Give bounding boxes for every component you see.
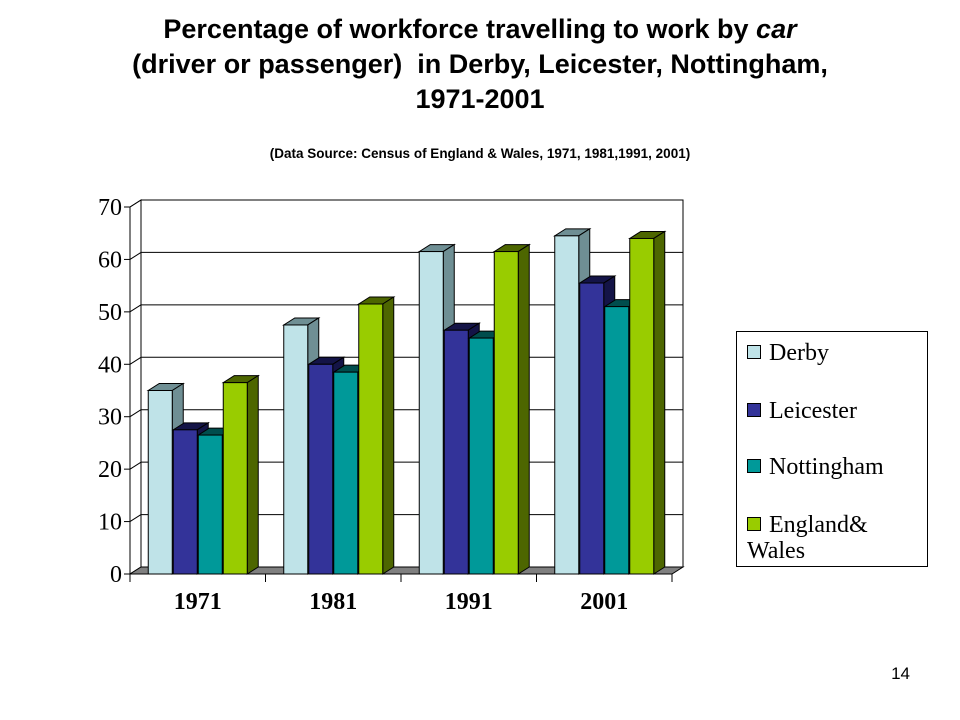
- legend-label: England& Wales: [747, 512, 868, 564]
- slide-number: 14: [891, 664, 910, 683]
- bar: [222, 382, 248, 575]
- y-tick-label: 70: [98, 195, 122, 221]
- bar: [493, 251, 519, 575]
- x-tick-label: 2001: [580, 589, 628, 615]
- bar: [197, 434, 223, 575]
- y-tick-label: 40: [98, 352, 122, 378]
- bar-side: [382, 296, 395, 575]
- bar: [629, 237, 655, 575]
- bar: [468, 337, 494, 575]
- gridline-side: [129, 199, 142, 208]
- bar: [333, 371, 359, 575]
- legend-swatch: [747, 459, 761, 473]
- title-line-1: Percentage of workforce travelling to wo…: [163, 14, 797, 44]
- x-tick-label: 1991: [445, 589, 493, 615]
- y-tick-label: 0: [110, 562, 122, 588]
- bar-side: [246, 374, 259, 575]
- gridline-side: [129, 252, 142, 260]
- x-tick-label: 1981: [309, 589, 357, 615]
- legend-label: Derby: [769, 340, 829, 366]
- gridline-side: [129, 356, 142, 365]
- legend-label: Nottingham: [769, 454, 884, 480]
- bar-side: [517, 243, 530, 575]
- title-line-3: 1971-2001: [415, 84, 545, 114]
- y-tick-label: 60: [98, 247, 122, 273]
- y-tick-label: 30: [98, 405, 122, 431]
- gridline-side: [129, 514, 142, 522]
- bar: [283, 324, 309, 575]
- x-tick-label: 1971: [174, 589, 222, 615]
- bar: [308, 363, 334, 575]
- bar: [172, 429, 198, 575]
- chart-legend: Derby Leicester Nottingham England& Wales: [736, 331, 928, 567]
- gridline-side: [129, 461, 142, 470]
- y-tick-label: 10: [98, 510, 122, 536]
- title-emphasis: car: [756, 14, 797, 44]
- legend-swatch: [747, 403, 761, 417]
- bar: [358, 303, 384, 575]
- y-tick-label: 50: [98, 300, 122, 326]
- bar: [147, 390, 173, 575]
- legend-swatch: [747, 517, 761, 531]
- gridline-side: [129, 409, 142, 418]
- bar: [554, 235, 580, 575]
- bar: [604, 306, 630, 575]
- bar: [418, 251, 444, 575]
- bar-side: [653, 230, 666, 575]
- title-line-2: (driver or passenger) in Derby, Leiceste…: [132, 49, 828, 79]
- legend-swatch: [747, 345, 761, 359]
- bar: [579, 282, 605, 575]
- legend-label: Leicester: [769, 398, 857, 424]
- gridline-side: [129, 304, 142, 313]
- chart-title: Percentage of workforce travelling to wo…: [20, 12, 940, 117]
- bar: [443, 329, 469, 575]
- y-tick-label: 20: [98, 457, 122, 483]
- chart-subtitle: (Data Source: Census of England & Wales,…: [269, 146, 691, 161]
